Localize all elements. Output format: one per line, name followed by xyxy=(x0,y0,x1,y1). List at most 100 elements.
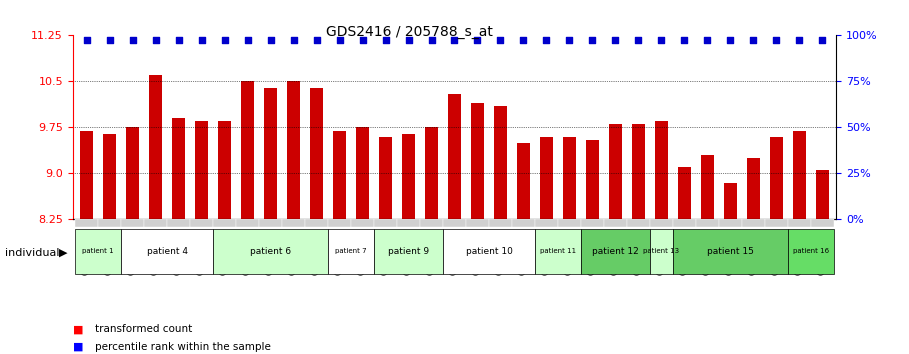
Bar xyxy=(677,167,692,219)
Bar xyxy=(397,35,420,219)
Bar xyxy=(333,131,346,219)
Text: patient 12: patient 12 xyxy=(592,247,639,256)
Bar xyxy=(425,127,438,219)
FancyBboxPatch shape xyxy=(420,219,443,227)
Text: patient 15: patient 15 xyxy=(707,247,754,256)
Text: patient 11: patient 11 xyxy=(540,249,576,254)
Bar xyxy=(558,35,581,219)
Bar xyxy=(696,35,719,219)
Text: GDS2416 / 205788_s_at: GDS2416 / 205788_s_at xyxy=(325,25,493,39)
Bar xyxy=(213,35,236,219)
Point xyxy=(425,37,439,42)
Bar xyxy=(259,35,282,219)
FancyBboxPatch shape xyxy=(167,219,190,227)
Bar xyxy=(121,35,144,219)
Text: individual: individual xyxy=(5,248,59,258)
Point xyxy=(724,37,738,42)
FancyBboxPatch shape xyxy=(328,219,351,227)
FancyBboxPatch shape xyxy=(673,219,696,227)
Bar xyxy=(443,35,466,219)
FancyBboxPatch shape xyxy=(213,229,328,274)
Bar xyxy=(815,170,829,219)
Bar xyxy=(402,133,415,219)
Point xyxy=(539,37,554,42)
Bar xyxy=(420,35,443,219)
Bar xyxy=(282,35,305,219)
Text: patient 9: patient 9 xyxy=(388,247,429,256)
Point xyxy=(171,37,185,42)
Bar xyxy=(374,35,397,219)
FancyBboxPatch shape xyxy=(696,219,719,227)
Point xyxy=(746,37,761,42)
Bar xyxy=(788,35,811,219)
Point xyxy=(654,37,669,42)
Point xyxy=(240,37,255,42)
Bar xyxy=(540,137,554,219)
Bar xyxy=(627,35,650,219)
FancyBboxPatch shape xyxy=(466,219,489,227)
FancyBboxPatch shape xyxy=(512,219,535,227)
FancyBboxPatch shape xyxy=(75,219,98,227)
Bar xyxy=(466,35,489,219)
FancyBboxPatch shape xyxy=(443,219,466,227)
Point xyxy=(148,37,163,42)
Bar xyxy=(650,35,673,219)
Point xyxy=(217,37,232,42)
Bar xyxy=(125,127,139,219)
FancyBboxPatch shape xyxy=(558,219,581,227)
Bar xyxy=(701,155,714,219)
Point xyxy=(516,37,531,42)
FancyBboxPatch shape xyxy=(374,219,397,227)
Text: patient 7: patient 7 xyxy=(335,249,367,254)
Text: patient 6: patient 6 xyxy=(250,247,291,256)
Bar xyxy=(471,103,484,219)
FancyBboxPatch shape xyxy=(374,229,443,274)
FancyBboxPatch shape xyxy=(489,219,512,227)
Point xyxy=(195,37,209,42)
FancyBboxPatch shape xyxy=(811,219,834,227)
Bar xyxy=(167,35,190,219)
Point xyxy=(447,37,462,42)
Bar xyxy=(494,106,507,219)
Text: ▶: ▶ xyxy=(59,248,67,258)
Point xyxy=(125,37,140,42)
Point xyxy=(769,37,784,42)
FancyBboxPatch shape xyxy=(673,229,788,274)
Point xyxy=(793,37,807,42)
FancyBboxPatch shape xyxy=(604,219,627,227)
Bar xyxy=(563,137,576,219)
Bar xyxy=(144,35,167,219)
Text: percentile rank within the sample: percentile rank within the sample xyxy=(95,342,271,352)
Text: patient 13: patient 13 xyxy=(644,249,680,254)
FancyBboxPatch shape xyxy=(581,219,604,227)
Point xyxy=(631,37,645,42)
Bar xyxy=(654,121,668,219)
Text: ■: ■ xyxy=(73,324,84,334)
Text: transformed count: transformed count xyxy=(95,324,193,334)
Bar xyxy=(148,75,163,219)
FancyBboxPatch shape xyxy=(282,219,305,227)
FancyBboxPatch shape xyxy=(305,219,328,227)
Bar xyxy=(351,35,374,219)
Bar xyxy=(673,35,696,219)
Bar xyxy=(195,121,208,219)
Bar xyxy=(770,137,784,219)
Bar xyxy=(310,87,324,219)
Bar xyxy=(489,35,512,219)
FancyBboxPatch shape xyxy=(98,219,121,227)
Point xyxy=(355,37,370,42)
Bar xyxy=(765,35,788,219)
Bar xyxy=(632,124,645,219)
Bar xyxy=(811,35,834,219)
Point xyxy=(332,37,346,42)
Text: patient 4: patient 4 xyxy=(146,247,187,256)
Bar xyxy=(793,131,806,219)
FancyBboxPatch shape xyxy=(742,219,765,227)
FancyBboxPatch shape xyxy=(788,219,811,227)
Bar xyxy=(379,137,393,219)
Bar xyxy=(190,35,213,219)
FancyBboxPatch shape xyxy=(351,219,374,227)
Bar xyxy=(217,121,232,219)
Point xyxy=(102,37,116,42)
Bar xyxy=(581,35,604,219)
